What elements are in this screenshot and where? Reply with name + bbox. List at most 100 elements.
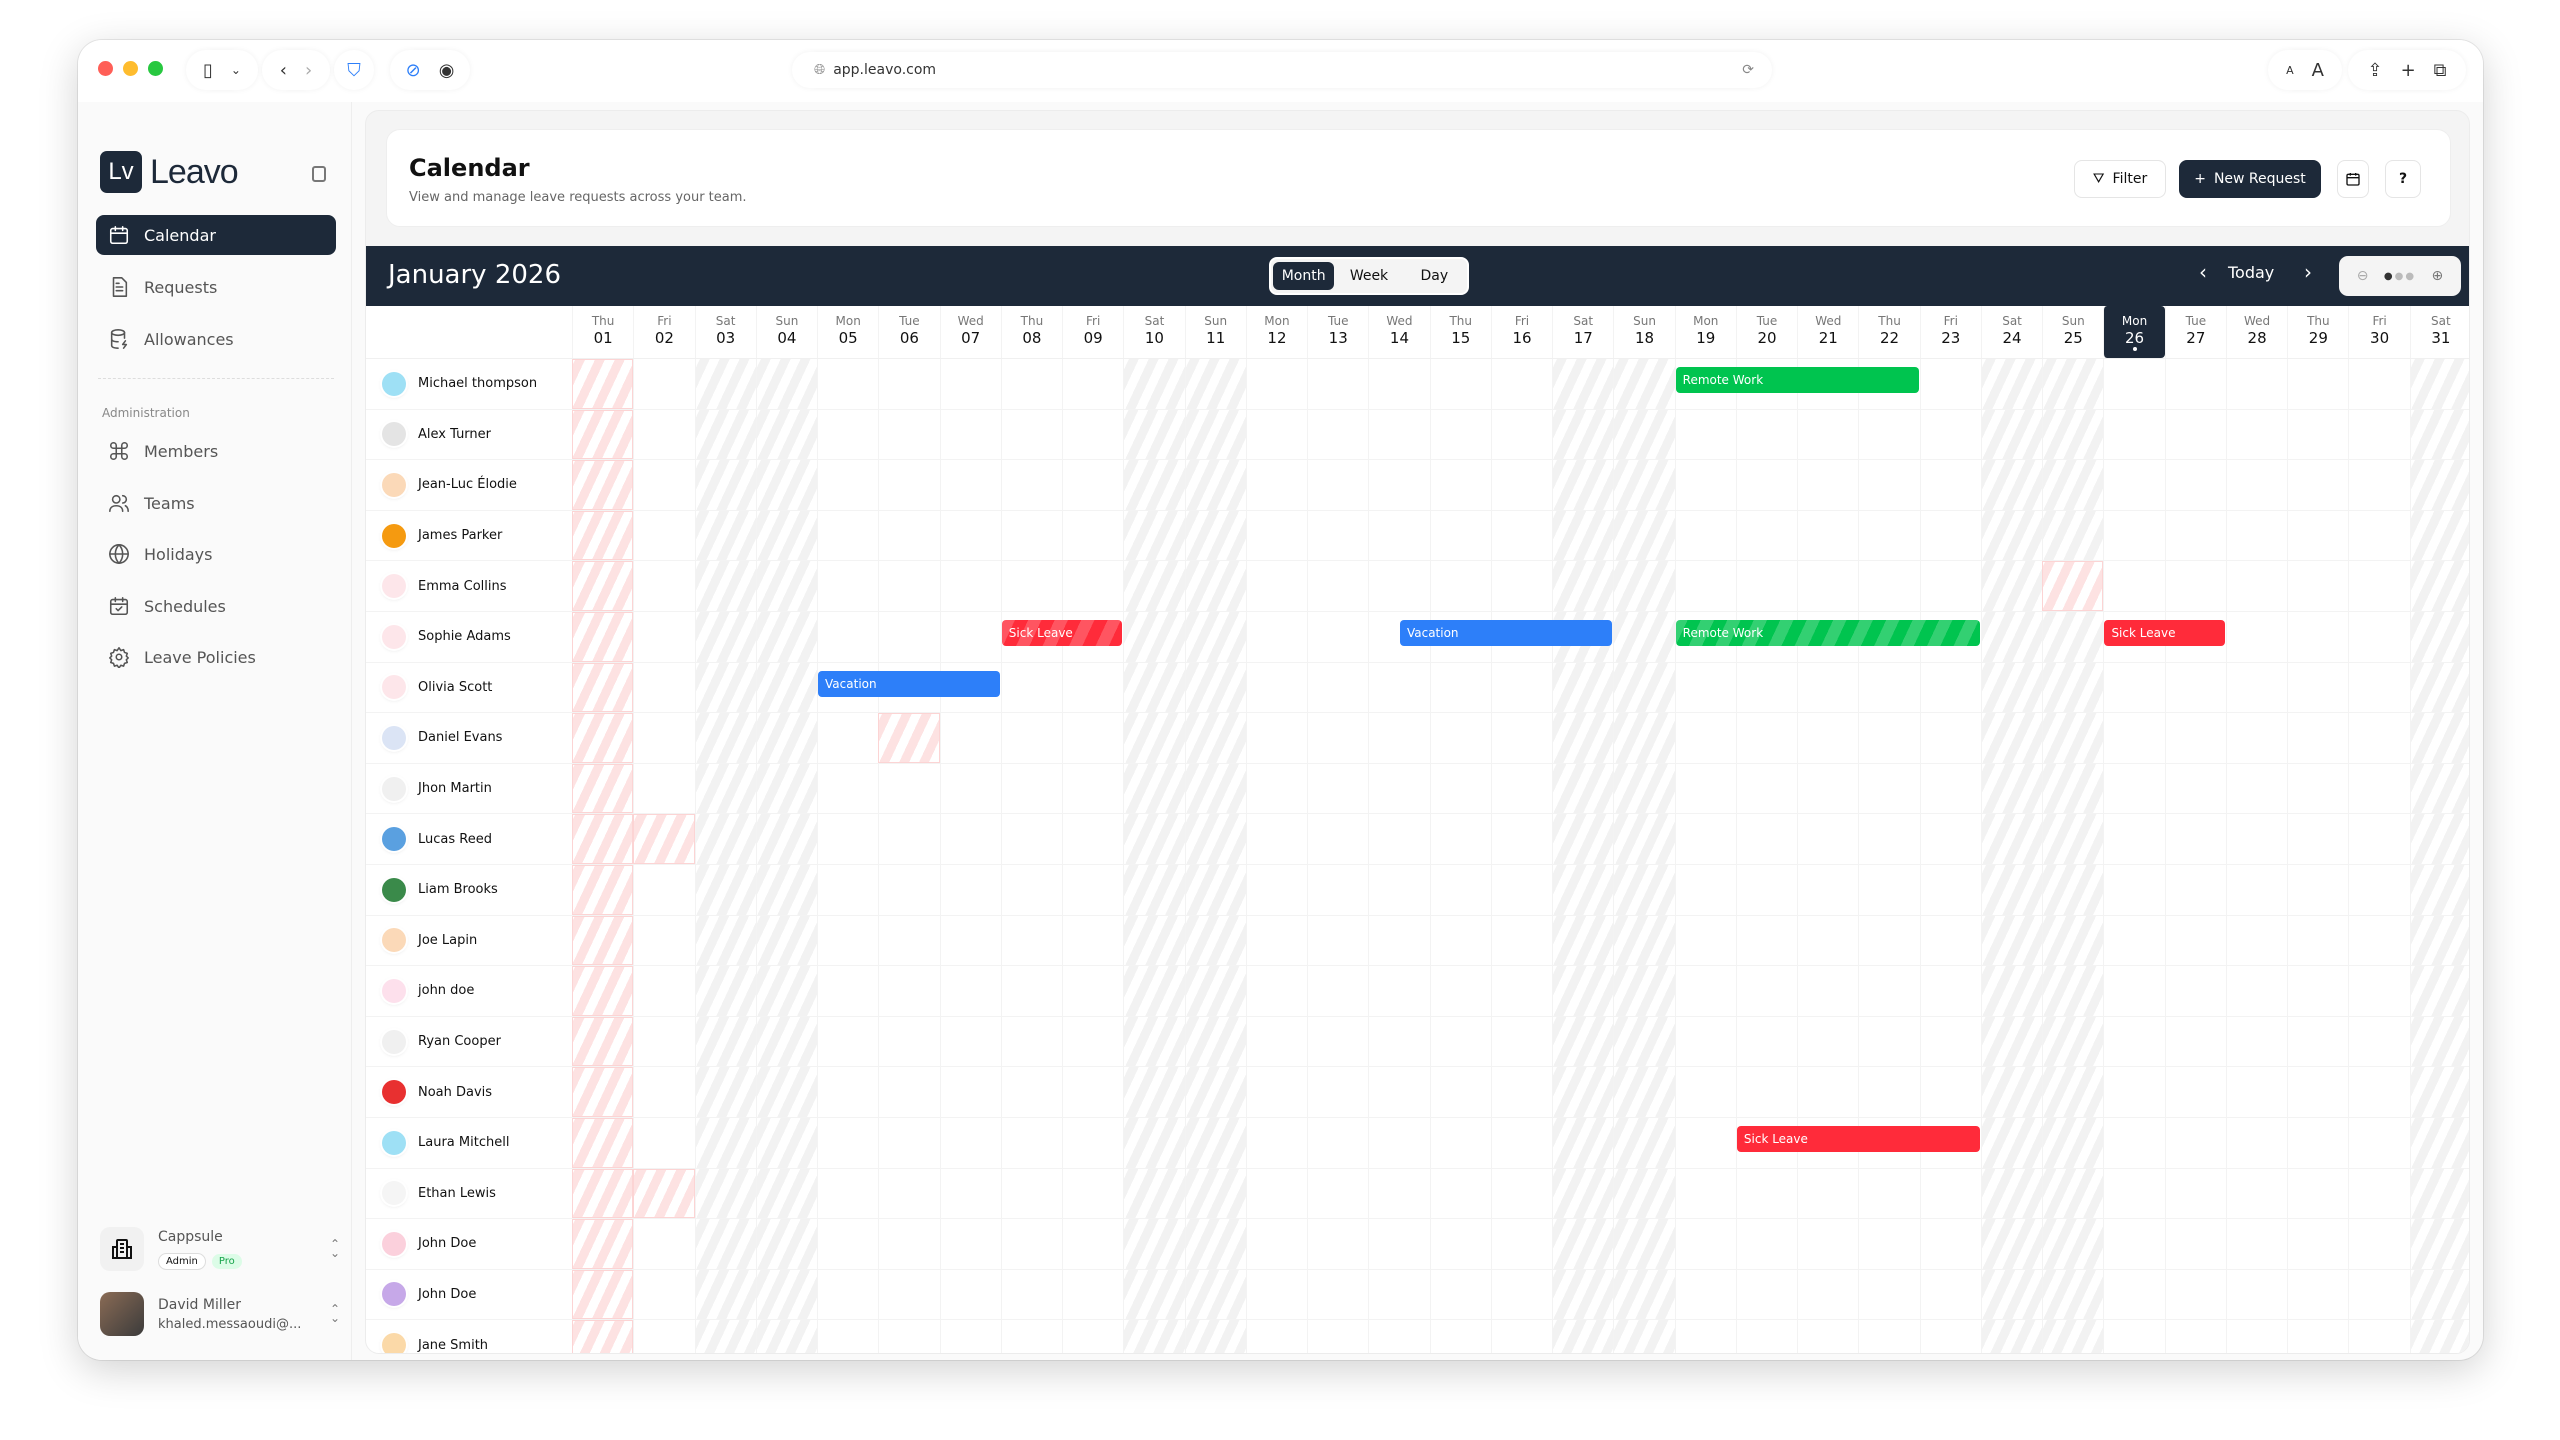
day-cell[interactable] bbox=[1307, 763, 1368, 814]
weekend-cell[interactable] bbox=[1613, 966, 1675, 1016]
day-cell[interactable] bbox=[1429, 915, 1491, 966]
day-cell[interactable] bbox=[1674, 1219, 1736, 1269]
day-cell[interactable] bbox=[1000, 1320, 1062, 1353]
weekend-cell[interactable] bbox=[2409, 966, 2469, 1016]
day-cell[interactable] bbox=[1307, 915, 1368, 966]
day-cell[interactable] bbox=[2225, 359, 2287, 409]
day-cell[interactable] bbox=[1735, 814, 1797, 864]
day-header[interactable]: Wed 07 bbox=[939, 306, 1001, 358]
day-header[interactable]: Tue 06 bbox=[878, 306, 939, 358]
day-cell[interactable] bbox=[2103, 1219, 2164, 1269]
new-tab-icon[interactable]: + bbox=[2400, 59, 2416, 81]
day-cell[interactable] bbox=[1368, 1168, 1429, 1219]
member-name-cell[interactable]: James Parker bbox=[366, 511, 572, 561]
day-cell[interactable] bbox=[1062, 966, 1123, 1016]
day-cell[interactable] bbox=[1368, 1117, 1429, 1168]
day-cell[interactable] bbox=[2225, 510, 2287, 561]
day-cell[interactable] bbox=[939, 460, 1001, 510]
day-cell[interactable] bbox=[1062, 713, 1123, 763]
day-cell[interactable] bbox=[1490, 1320, 1552, 1353]
day-cell[interactable] bbox=[2348, 662, 2409, 713]
logo[interactable]: Lv Leavo bbox=[100, 151, 239, 193]
day-cell[interactable] bbox=[2164, 763, 2226, 814]
weekend-cell[interactable] bbox=[755, 359, 818, 409]
member-name-cell[interactable]: Emma Collins bbox=[366, 561, 572, 611]
weekend-cell[interactable] bbox=[1123, 409, 1185, 460]
day-cell[interactable] bbox=[817, 814, 878, 864]
weekend-cell[interactable] bbox=[755, 662, 818, 713]
weekend-cell[interactable] bbox=[2409, 611, 2469, 662]
day-cell[interactable] bbox=[2287, 460, 2348, 510]
weekend-cell[interactable] bbox=[2409, 1320, 2469, 1353]
day-header[interactable]: Fri 16 bbox=[1490, 306, 1552, 358]
day-header[interactable]: Wed 14 bbox=[1368, 306, 1429, 358]
day-cell[interactable] bbox=[1307, 713, 1368, 763]
day-header[interactable]: Fri 30 bbox=[2348, 306, 2409, 358]
member-name-cell[interactable]: Laura Mitchell bbox=[366, 1118, 572, 1168]
weekend-cell[interactable] bbox=[1980, 510, 2043, 561]
weekend-cell[interactable] bbox=[1980, 1016, 2043, 1067]
day-cell[interactable] bbox=[1368, 814, 1429, 864]
day-cell[interactable] bbox=[2103, 460, 2164, 510]
day-cell[interactable] bbox=[878, 763, 939, 814]
day-cell[interactable] bbox=[1674, 1117, 1736, 1168]
day-cell[interactable] bbox=[2103, 1117, 2164, 1168]
weekend-cell[interactable] bbox=[1980, 915, 2043, 966]
day-cell[interactable] bbox=[1368, 713, 1429, 763]
day-cell[interactable] bbox=[939, 713, 1001, 763]
day-cell[interactable] bbox=[633, 1067, 694, 1117]
day-cell[interactable] bbox=[1674, 915, 1736, 966]
day-header[interactable]: Fri 23 bbox=[1919, 306, 1981, 358]
holiday-cell[interactable] bbox=[633, 1168, 695, 1219]
day-cell[interactable] bbox=[1490, 814, 1552, 864]
day-cell[interactable] bbox=[2348, 409, 2409, 460]
weekend-cell[interactable] bbox=[694, 915, 756, 966]
weekend-cell[interactable] bbox=[1980, 864, 2043, 915]
day-cell[interactable] bbox=[2103, 763, 2164, 814]
weekend-cell[interactable] bbox=[1123, 1067, 1185, 1117]
member-name-cell[interactable]: Joe Lapin bbox=[366, 916, 572, 966]
weekend-cell[interactable] bbox=[1613, 611, 1675, 662]
day-cell[interactable] bbox=[1735, 1117, 1797, 1168]
day-cell[interactable] bbox=[2287, 1067, 2348, 1117]
weekend-cell[interactable] bbox=[1613, 1067, 1675, 1117]
day-cell[interactable] bbox=[1307, 864, 1368, 915]
weekend-cell[interactable] bbox=[1552, 1320, 1614, 1353]
day-cell[interactable] bbox=[1490, 1016, 1552, 1067]
weekend-cell[interactable] bbox=[1184, 1117, 1246, 1168]
day-cell[interactable] bbox=[633, 966, 694, 1016]
day-cell[interactable] bbox=[817, 1016, 878, 1067]
day-cell[interactable] bbox=[2225, 915, 2287, 966]
weekend-cell[interactable] bbox=[1184, 409, 1246, 460]
day-cell[interactable] bbox=[1429, 763, 1491, 814]
holiday-cell[interactable] bbox=[572, 713, 634, 763]
weekend-cell[interactable] bbox=[1184, 1269, 1246, 1320]
next-month-button[interactable]: › bbox=[2304, 260, 2312, 284]
day-cell[interactable] bbox=[2103, 662, 2164, 713]
day-cell[interactable] bbox=[1307, 1219, 1368, 1269]
weekend-cell[interactable] bbox=[1980, 662, 2043, 713]
day-cell[interactable] bbox=[1797, 561, 1858, 611]
day-cell[interactable] bbox=[878, 1067, 939, 1117]
weekend-cell[interactable] bbox=[2042, 814, 2104, 864]
day-cell[interactable] bbox=[939, 1320, 1001, 1353]
day-cell[interactable] bbox=[1429, 713, 1491, 763]
day-cell[interactable] bbox=[1307, 814, 1368, 864]
day-cell[interactable] bbox=[2348, 713, 2409, 763]
maximize-window-button[interactable] bbox=[148, 61, 163, 76]
day-cell[interactable] bbox=[817, 1067, 878, 1117]
day-cell[interactable] bbox=[2225, 814, 2287, 864]
weekend-cell[interactable] bbox=[1613, 814, 1675, 864]
member-name-cell[interactable]: John Doe bbox=[366, 1219, 572, 1269]
day-cell[interactable] bbox=[1000, 713, 1062, 763]
day-cell[interactable] bbox=[2287, 1320, 2348, 1353]
day-cell[interactable] bbox=[1490, 1117, 1552, 1168]
weekend-cell[interactable] bbox=[1552, 814, 1614, 864]
day-cell[interactable] bbox=[2348, 763, 2409, 814]
day-cell[interactable] bbox=[1429, 1067, 1491, 1117]
weekend-cell[interactable] bbox=[1613, 510, 1675, 561]
weekend-cell[interactable] bbox=[2042, 1320, 2104, 1353]
holiday-cell[interactable] bbox=[572, 611, 634, 662]
day-cell[interactable] bbox=[2164, 864, 2226, 915]
day-cell[interactable] bbox=[1919, 1016, 1981, 1067]
